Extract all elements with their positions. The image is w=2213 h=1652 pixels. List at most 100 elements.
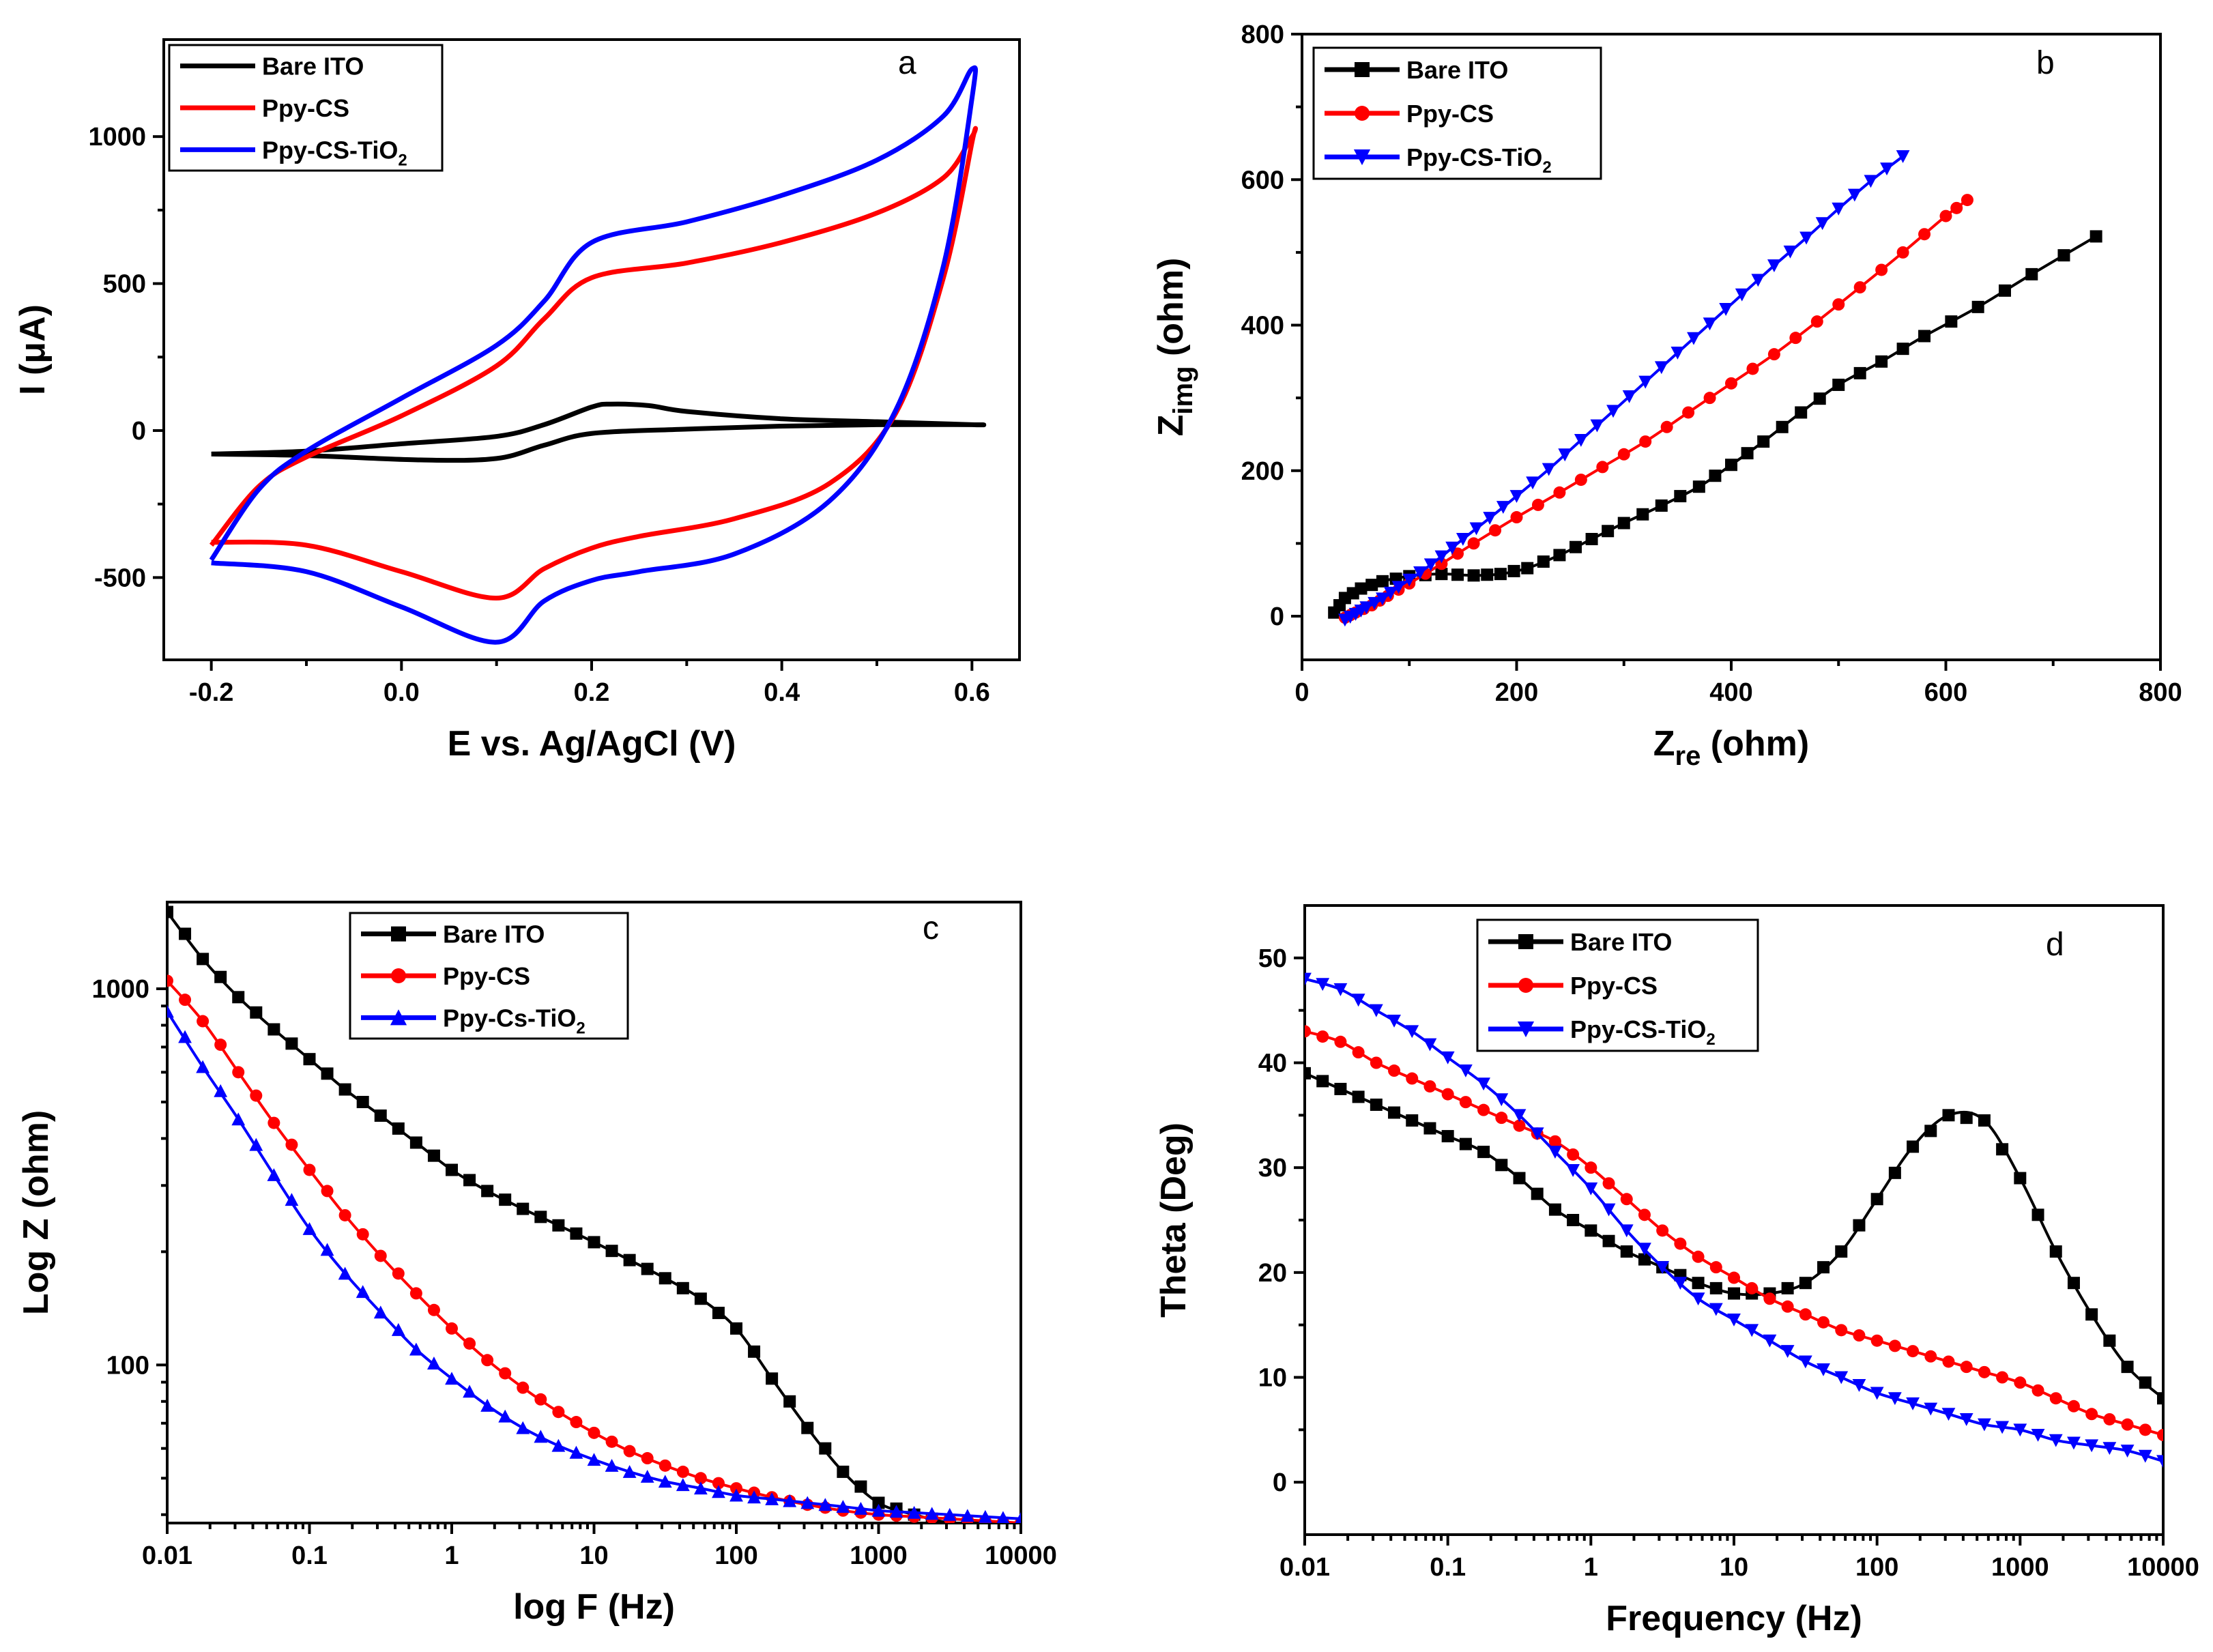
panel-b-series-ppy-cs-tio2-point (1735, 288, 1749, 302)
panel-d-series-bare-ito-point (1799, 1277, 1812, 1290)
panel-c-xtick-label: 10 (579, 1541, 608, 1570)
panel-a-ytick-label: -500 (94, 564, 146, 592)
panel-c-series-ppy-cs-point (570, 1416, 583, 1429)
panel-d-series-ppy-cs-point (1692, 1250, 1705, 1263)
panel-d-xtick-label: 100 (1855, 1553, 1898, 1582)
panel-a-legend-label-sub: 2 (398, 151, 407, 169)
panel-c-ytick-label: 100 (106, 1351, 149, 1380)
panel-d-series-bare-ito-point (1638, 1253, 1651, 1266)
panel-c-series-bare-ito-point (801, 1421, 814, 1434)
panel-d-series-ppy-cs-tio2-point (1512, 1109, 1527, 1122)
panel-d-x-axis-title: Frequency (Hz) (1606, 1599, 1862, 1638)
panel-c-series-bare-ito-point (250, 1006, 263, 1019)
panel-c-series-ppy-cs-tio2-point (747, 1490, 761, 1504)
panel-c-series-ppy-cs-tio2-point (800, 1496, 815, 1509)
panel-b-series-bare-ito-point (1537, 555, 1550, 568)
panel-d-series-ppy-cs-point (1746, 1281, 1759, 1294)
panel-b-series-ppy-cs-tio2-point (1558, 448, 1572, 462)
panel-d-letter: d (2046, 927, 2064, 963)
panel-c-series-ppy-cs-tio2-point (167, 1004, 174, 1018)
panel-b-legend-marker (1353, 149, 1371, 166)
panel-a-series-group (209, 65, 987, 645)
panel-d-series-ppy-cs-point (1388, 1064, 1401, 1077)
panel-b-series-bare-ito-point (1507, 564, 1520, 577)
panel-d-series-bare-ito-point (2014, 1172, 2027, 1185)
panel-d-series-ppy-cs-tio2-point (1441, 1051, 1455, 1064)
panel-b-series-bare-ito-line (1333, 235, 2097, 613)
panel-b-legend-label-sub: 2 (1542, 158, 1551, 177)
panel-c-series-ppy-cs-tio2-point (373, 1305, 388, 1319)
panel-c-series-bare-ito-point (374, 1109, 387, 1122)
panel-c-series-ppy-cs-point (659, 1459, 671, 1472)
panel-d-series-ppy-cs-tio2-point (1423, 1038, 1437, 1052)
panel-c-series-ppy-cs-point (712, 1477, 725, 1490)
panel-d-series-ppy-cs-point (2014, 1376, 2027, 1389)
panel-d-series-bare-ito-point (1870, 1193, 1883, 1206)
panel-d-series-ppy-cs-point (1477, 1103, 1490, 1116)
panel-c-series-ppy-cs-point (499, 1367, 512, 1380)
panel-c-series-ppy-cs-tio2-point (534, 1430, 548, 1443)
panel-c-xtick-label: 100 (714, 1541, 757, 1570)
panel-d-ytick-label: 40 (1258, 1049, 1287, 1078)
panel-c-series-ppy-cs-point (214, 1039, 227, 1052)
panel-b-series-bare-ito-point (1435, 568, 1448, 581)
panel-d-series-ppy-cs-tio2-point (1619, 1224, 1634, 1238)
panel-d-series-bare-ito-point (1709, 1281, 1722, 1294)
panel-b-legend-label: Bare ITO (1406, 56, 1508, 84)
panel-c-xtick-label: 1000 (850, 1541, 908, 1570)
panel-d-series-bare-ito-point (2121, 1361, 2134, 1374)
panel-d-series-ppy-cs-point (1781, 1300, 1794, 1313)
panel-b-series-bare-ito-point (1875, 355, 1888, 368)
panel-b-series-bare-ito-point (1757, 435, 1770, 448)
panel-d-series-bare-ito-point (2031, 1208, 2044, 1221)
panel-b-series-ppy-cs-point (1832, 298, 1845, 311)
panel-c-series-ppy-cs-tio2-point (729, 1488, 743, 1502)
panel-b-series-ppy-cs-point (1810, 315, 1823, 328)
panel-b-series-bare-ito-point (1636, 508, 1649, 521)
panel-c-series-ppy-cs-point (338, 1208, 351, 1221)
panel-b-series-bare-ito-point (1813, 392, 1826, 405)
panel-c-series-bare-ito-point (623, 1254, 636, 1266)
panel-c-series-ppy-cs-tio2-point (427, 1357, 441, 1370)
panel-c-series-ppy-cs-tio2-point (889, 1505, 903, 1518)
panel-b-series-ppy-cs-tio2-point (1783, 245, 1797, 259)
panel-d-series-ppy-cs-tio2-point (2120, 1445, 2135, 1458)
panel-b-x-axis-title-unit: (ohm) (1701, 724, 1809, 764)
panel-c-xtick-label: 1 (444, 1541, 459, 1570)
panel-d-series-ppy-cs-point (1585, 1161, 1597, 1174)
panel-d-series-ppy-cs-tio2-point (1333, 983, 1348, 996)
panel-d-series-bare-ito-point (1305, 1067, 1311, 1079)
panel-b-series-ppy-cs-tio2-point (1383, 586, 1398, 600)
panel-d-xtick-label: 0.01 (1279, 1553, 1330, 1582)
panel-d-series-ppy-cs-tio2-point (1477, 1077, 1490, 1091)
panel-c-x-axis-title: log F (Hz) (513, 1587, 675, 1627)
panel-b-series-bare-ito-point (1451, 568, 1464, 581)
panel-c-series-ppy-cs-point (534, 1393, 547, 1406)
panel-c-series-ppy-cs-tio2-point (267, 1168, 281, 1181)
panel-c-series-ppy-cs-point (552, 1406, 565, 1419)
panel-d-series-bare-ito-point (1423, 1122, 1436, 1135)
panel-c-xtick-label: 0.01 (142, 1541, 192, 1570)
panel-b-series-group (1328, 150, 2102, 627)
panel-c-series-ppy-cs-tio2-point (712, 1485, 725, 1498)
panel-d-series-ppy-cs-line (1305, 1030, 2163, 1436)
panel-c-series-ppy-cs-tio2-point (605, 1458, 619, 1472)
panel-b-xtick-label: 600 (1924, 678, 1967, 707)
panel-d-series-ppy-cs-tio2-point (2031, 1429, 2045, 1442)
panel-b-ytick-label: 800 (1241, 20, 1284, 49)
panel-b-legend-label-text: Bare ITO (1406, 56, 1508, 84)
panel-b-series-bare-ito-point (1521, 562, 1534, 575)
panel-b-series-ppy-cs-tio2-point (1496, 501, 1510, 514)
panel-b-series-ppy-cs-tio2-point (1670, 347, 1685, 360)
panel-d-series-ppy-cs-tio2-point (1834, 1371, 1849, 1385)
panel-c-series-ppy-cs-tio2-point (178, 1030, 192, 1043)
panel-c-series-ppy-cs-tio2-point (587, 1453, 601, 1466)
panel-d-series-ppy-cs-tio2-point (1763, 1334, 1777, 1348)
panel-d-series-ppy-cs-tio2-point (1584, 1182, 1598, 1195)
panel-d-xtick-label: 1 (1584, 1553, 1598, 1582)
panel-c-series-bare-ito-point (605, 1245, 618, 1258)
panel-d-series-bare-ito-point (2157, 1392, 2163, 1405)
panel-c-series-ppy-cs-point (392, 1267, 405, 1280)
panel-b-series-ppy-cs-tio2-point (1574, 433, 1588, 447)
panel-c-series-bare-ito-point (392, 1122, 405, 1135)
